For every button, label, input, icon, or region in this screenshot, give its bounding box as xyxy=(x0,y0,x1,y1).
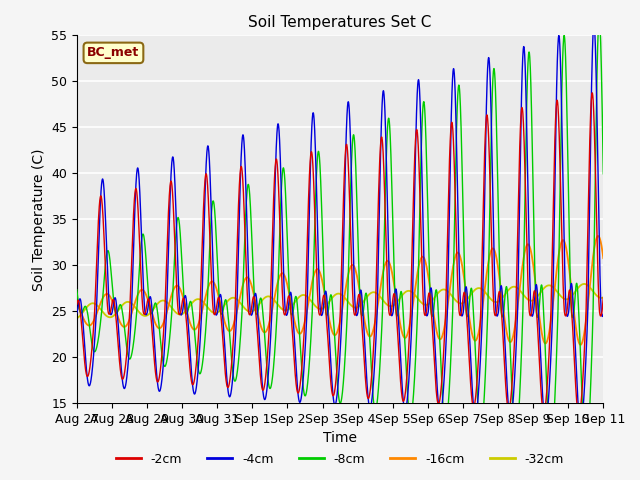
X-axis label: Time: Time xyxy=(323,432,357,445)
Y-axis label: Soil Temperature (C): Soil Temperature (C) xyxy=(31,148,45,290)
Text: BC_met: BC_met xyxy=(87,47,140,60)
Title: Soil Temperatures Set C: Soil Temperatures Set C xyxy=(248,15,432,30)
Legend: -2cm, -4cm, -8cm, -16cm, -32cm: -2cm, -4cm, -8cm, -16cm, -32cm xyxy=(111,447,569,470)
